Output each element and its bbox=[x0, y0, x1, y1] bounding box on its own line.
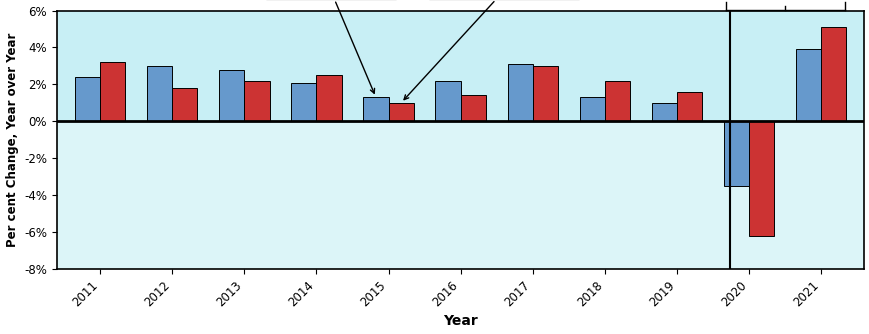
Bar bbox=[172, 88, 197, 121]
Bar bbox=[507, 64, 532, 121]
Bar bbox=[748, 121, 773, 236]
Text: Manitoba GDP Growth: Manitoba GDP Growth bbox=[269, 0, 392, 93]
Bar bbox=[460, 96, 485, 121]
Bar bbox=[75, 77, 100, 121]
Bar bbox=[388, 103, 414, 121]
Bar bbox=[363, 97, 388, 121]
Bar bbox=[219, 69, 244, 121]
Bar bbox=[244, 81, 269, 121]
Bar bbox=[676, 92, 701, 121]
Bar bbox=[316, 75, 342, 121]
X-axis label: Year: Year bbox=[442, 314, 477, 328]
Bar bbox=[820, 27, 846, 121]
Text: Total Canada GDP Growth: Total Canada GDP Growth bbox=[403, 0, 575, 100]
Text: Forecasts: Forecasts bbox=[0, 333, 1, 334]
Bar bbox=[434, 81, 460, 121]
Bar bbox=[795, 49, 820, 121]
Bar bbox=[723, 121, 748, 186]
Y-axis label: Per cent Change, Year over Year: Per cent Change, Year over Year bbox=[5, 32, 18, 247]
Bar bbox=[651, 103, 676, 121]
Bar bbox=[291, 82, 316, 121]
Bar bbox=[100, 62, 125, 121]
Bar bbox=[579, 97, 604, 121]
Bar bbox=[532, 66, 557, 121]
Bar bbox=[56, 11, 864, 121]
Bar bbox=[604, 81, 629, 121]
Bar bbox=[147, 66, 172, 121]
